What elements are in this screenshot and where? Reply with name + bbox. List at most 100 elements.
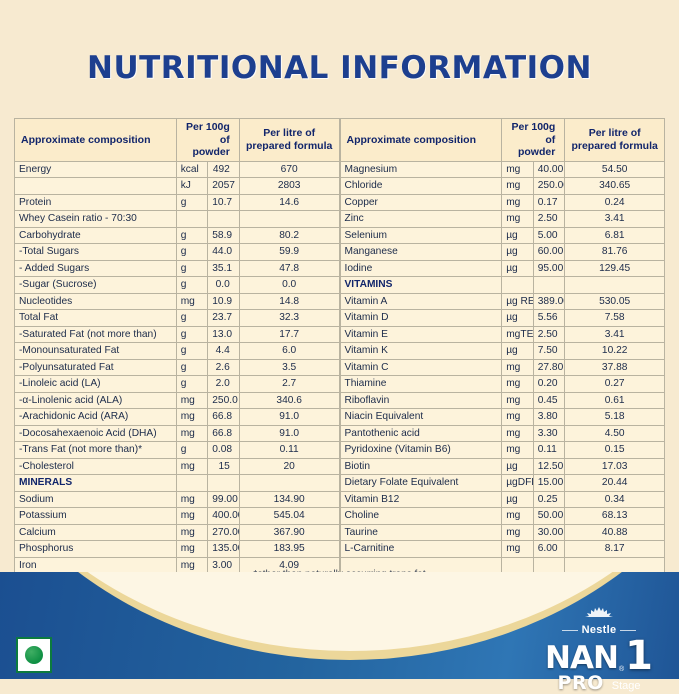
table-row: Vitamin B12 µg 0.25 0.34 [339, 490, 665, 508]
cell-per-litre: 3.41 [564, 210, 665, 228]
cell-per-litre: 80.2 [238, 226, 340, 244]
cell-per-litre: 367.90 [238, 523, 340, 541]
cell-per-100g: 0.17 [532, 193, 566, 211]
cell-composition: Iodine [339, 259, 503, 277]
cell-unit: g [175, 342, 209, 360]
nestle-nest-icon [585, 607, 613, 617]
cell-per-100g: 400.00 [207, 507, 240, 525]
cell-composition: Magnesium [339, 160, 503, 178]
cell-unit: µg [501, 226, 534, 244]
table-row: Thiamine mg 0.20 0.27 [339, 375, 665, 393]
table-row: Choline mg 50.00 68.13 [339, 507, 665, 525]
header-composition: Approximate composition [14, 118, 177, 162]
cell-per-100g: 50.00 [532, 507, 566, 525]
page-title: NUTRITIONAL INFORMATION [87, 50, 592, 86]
cell-per-100g: 66.8 [207, 424, 240, 442]
cell-per-litre: 4.50 [564, 424, 665, 442]
cell-unit: mg [501, 523, 534, 541]
cell-composition: -α-Linolenic acid (ALA) [14, 391, 177, 409]
cell-per-litre: 17.7 [238, 325, 340, 343]
cell-per-100g: 492 [207, 160, 240, 178]
cell-per-100g [207, 210, 240, 228]
cell-per-100g: 2.6 [207, 358, 240, 376]
cell-unit: µg [501, 259, 534, 277]
cell-per-100g [207, 474, 240, 492]
cell-per-100g: 4.4 [207, 342, 240, 360]
cell-unit [501, 276, 534, 294]
cell-per-litre: 0.61 [564, 391, 665, 409]
cell-unit: mg [175, 292, 209, 310]
cell-unit: mg [175, 391, 209, 409]
green-dot-icon [25, 646, 43, 664]
table-header-row: Approximate composition Per 100g of powd… [14, 118, 340, 162]
cell-composition: -Monounsaturated Fat [14, 342, 177, 360]
cell-unit: mg [501, 507, 534, 525]
cell-unit: mg [501, 391, 534, 409]
cell-per-litre: 340.6 [238, 391, 340, 409]
cell-per-litre: 37.88 [564, 358, 665, 376]
cell-unit: mg [501, 193, 534, 211]
cell-composition: Taurine [339, 523, 503, 541]
cell-unit: kJ [175, 177, 209, 195]
cell-per-100g: 30.00 [532, 523, 566, 541]
table-row: Biotin µg 12.50 17.03 [339, 457, 665, 475]
cell-per-litre: 20.44 [564, 474, 665, 492]
cell-per-100g: 40.00 [532, 160, 566, 178]
cell-per-litre: 0.27 [564, 375, 665, 393]
cell-composition: -Trans Fat (not more than)* [14, 441, 177, 459]
cell-composition: Pantothenic acid [339, 424, 503, 442]
table-row: Pantothenic acid mg 3.30 4.50 [339, 424, 665, 442]
table-row: -Linoleic acid (LA) g 2.0 2.7 [14, 375, 340, 393]
nestle-wordmark: Nestle [561, 624, 637, 636]
table-row: Pyridoxine (Vitamin B6) mg 0.11 0.15 [339, 441, 665, 459]
cell-per-100g: 13.0 [207, 325, 240, 343]
cell-per-litre: 32.3 [238, 309, 340, 327]
cell-per-100g: 3.80 [532, 408, 566, 426]
cell-unit: g [175, 358, 209, 376]
table-row: Iodine µg 95.00 129.45 [339, 259, 665, 277]
cell-unit: mg [501, 160, 534, 178]
cell-composition: Carbohydrate [14, 226, 177, 244]
cell-per-litre: 530.05 [564, 292, 665, 310]
cell-unit: mg [175, 540, 209, 558]
cell-composition: Potassium [14, 507, 177, 525]
cell-per-100g: 15.00 [532, 474, 566, 492]
cell-composition: -Sugar (Sucrose) [14, 276, 177, 294]
cell-unit: g [175, 226, 209, 244]
cell-per-litre: 340.65 [564, 177, 665, 195]
cell-per-litre: 7.58 [564, 309, 665, 327]
table-header-row: Approximate composition Per 100g of powd… [339, 118, 665, 162]
cell-composition: Energy [14, 160, 177, 178]
table-row: Copper mg 0.17 0.24 [339, 193, 665, 211]
cell-composition: -Polyunsaturated Fat [14, 358, 177, 376]
cell-unit: mg [501, 441, 534, 459]
cell-per-litre: 47.8 [238, 259, 340, 277]
cell-composition: Biotin [339, 457, 503, 475]
cell-per-100g: 3.30 [532, 424, 566, 442]
cell-unit: µg [501, 243, 534, 261]
cell-per-100g: 66.8 [207, 408, 240, 426]
cell-composition: Protein [14, 193, 177, 211]
cell-per-litre: 0.34 [564, 490, 665, 508]
cell-unit: µgDFE [501, 474, 534, 492]
nutrition-table-right: Approximate composition Per 100g of powd… [339, 118, 665, 574]
cell-per-100g: 15 [207, 457, 240, 475]
table-row: -α-Linolenic acid (ALA) mg 250.0 340.6 [14, 391, 340, 409]
cell-per-litre: 183.95 [238, 540, 340, 558]
cell-per-litre: 10.22 [564, 342, 665, 360]
cell-unit: g [175, 375, 209, 393]
table-row: Riboflavin mg 0.45 0.61 [339, 391, 665, 409]
cell-per-litre: 0.15 [564, 441, 665, 459]
cell-unit: mg [175, 408, 209, 426]
cell-unit: mg [175, 556, 209, 574]
cell-unit: g [175, 243, 209, 261]
table-row: L-Carnitine mg 6.00 8.17 [339, 540, 665, 558]
cell-per-litre: 129.45 [564, 259, 665, 277]
cell-per-litre: 3.41 [564, 325, 665, 343]
table-row: Selenium µg 5.00 6.81 [339, 226, 665, 244]
table-row: -Trans Fat (not more than)* g 0.08 0.11 [14, 441, 340, 459]
cell-per-100g: 6.00 [532, 540, 566, 558]
